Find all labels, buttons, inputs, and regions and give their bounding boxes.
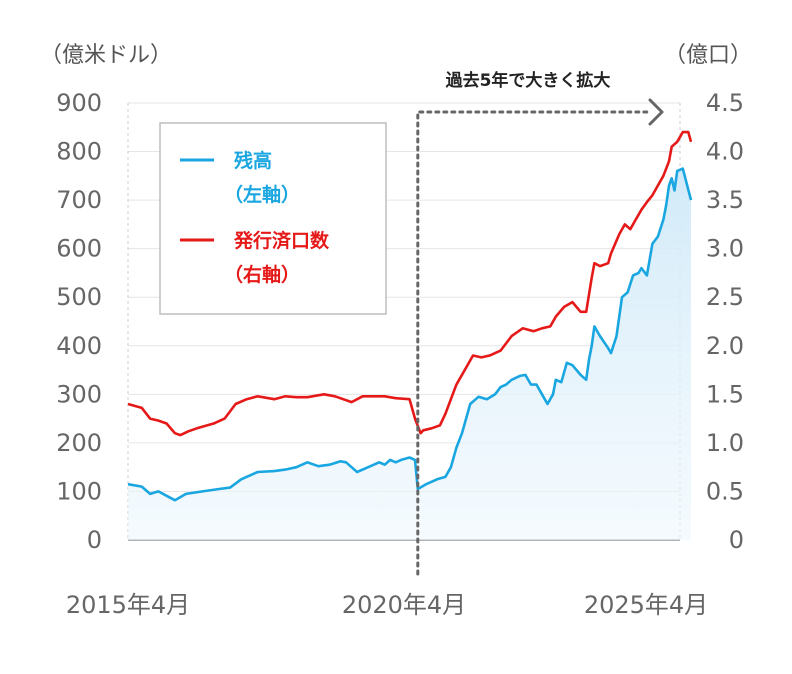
right-tick-label: 4.0 [706, 138, 744, 166]
right-axis-unit: （億口） [664, 43, 752, 68]
right-tick-label: 1.0 [706, 429, 744, 457]
annotation-label: 過去5年で大きく拡大 [446, 70, 611, 91]
left-tick-label: 900 [56, 89, 102, 117]
legend-label-units: 発行済口数 [233, 229, 330, 252]
right-tick-label: 4.5 [706, 89, 744, 117]
right-axis-ticks: 0 0.5 1.0 1.5 2.0 2.5 3.0 3.5 4.0 4.5 [706, 89, 744, 554]
right-tick-label: 1.5 [706, 380, 744, 408]
left-tick-label: 100 [56, 477, 102, 505]
balance-line [127, 167, 693, 502]
left-tick-label: 700 [56, 186, 102, 214]
x-axis-ticks: 2015年4月 2020年4月 2025年4月 [66, 591, 708, 619]
annotation-arrowhead [648, 98, 664, 126]
x-tick-label: 2015年4月 [66, 591, 190, 619]
left-tick-label: 300 [56, 380, 102, 408]
left-tick-label: 800 [56, 138, 102, 166]
left-axis-ticks: 0 100 200 300 400 500 600 700 800 900 [56, 89, 102, 554]
legend-label-balance: 残高 [234, 149, 272, 172]
left-tick-label: 500 [56, 283, 102, 311]
left-tick-label: 400 [56, 332, 102, 360]
annotation-bracket [416, 110, 650, 576]
x-tick-label: 2025年4月 [584, 591, 708, 619]
right-tick-label: 2.0 [706, 332, 744, 360]
annotation: 過去5年で大きく拡大 [416, 70, 664, 576]
right-tick-label: 0 [729, 526, 744, 554]
units-line [127, 130, 693, 437]
x-tick-label: 2020年4月 [342, 591, 466, 619]
left-tick-label: 600 [56, 235, 102, 263]
left-tick-label: 0 [87, 526, 102, 554]
left-axis-unit: （億米ドル） [40, 43, 172, 68]
legend-box [159, 122, 387, 315]
left-tick-label: 200 [56, 429, 102, 457]
legend-axis-units: （右軸） [224, 263, 300, 286]
legend: 残高 （左軸） 発行済口数 （右軸） [159, 122, 387, 315]
balance-area [128, 168, 691, 540]
legend-axis-balance: （左軸） [224, 183, 300, 206]
right-tick-label: 0.5 [706, 477, 744, 505]
right-tick-label: 2.5 [706, 283, 744, 311]
right-tick-label: 3.5 [706, 186, 744, 214]
right-tick-label: 3.0 [706, 235, 744, 263]
